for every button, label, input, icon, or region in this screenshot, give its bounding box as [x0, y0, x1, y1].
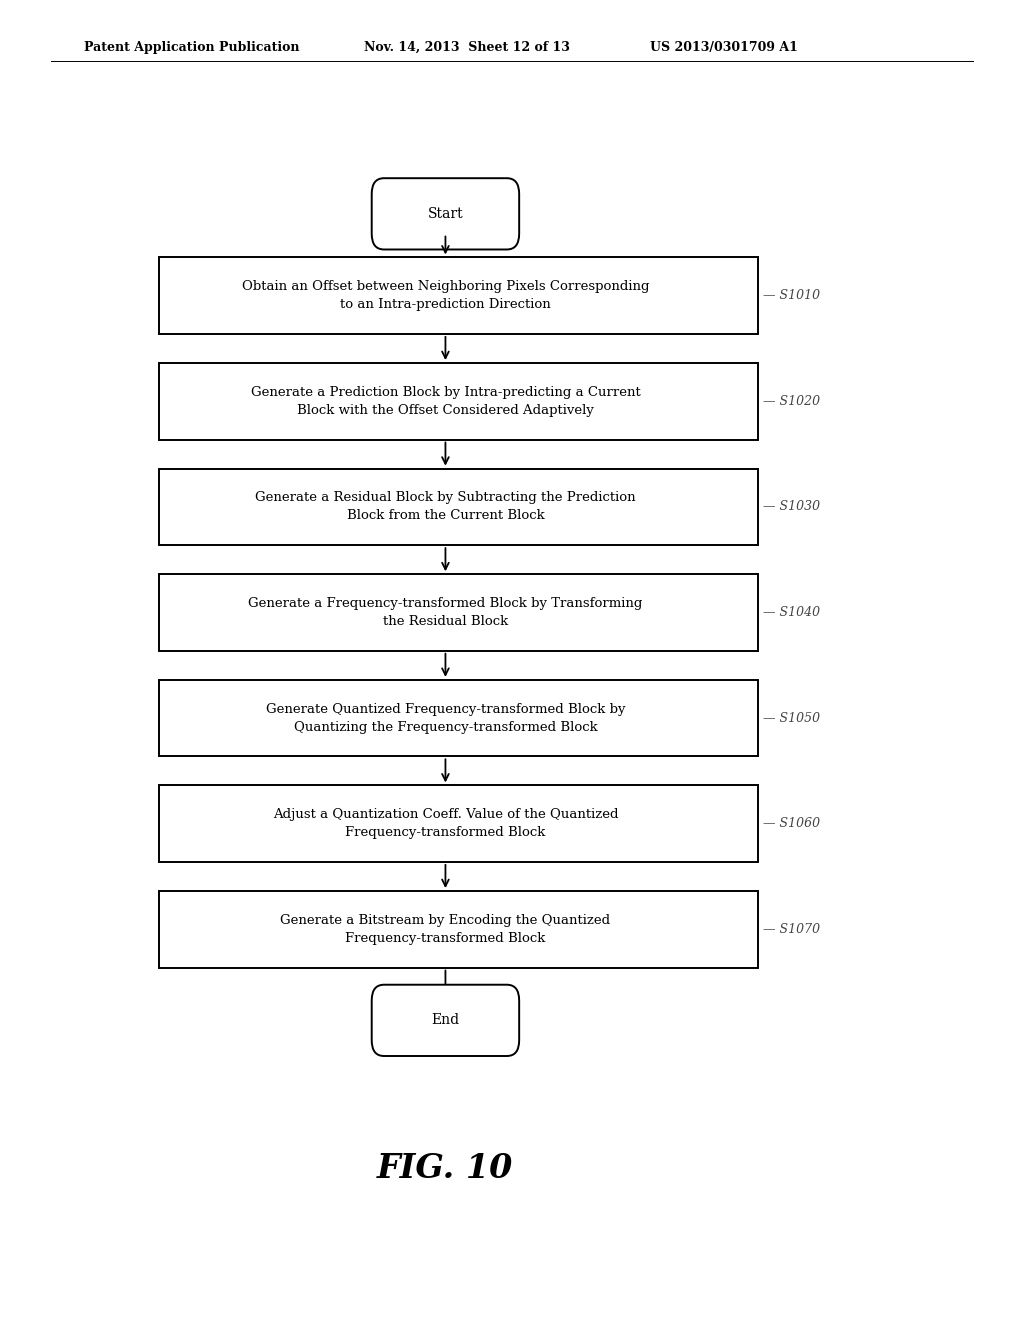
Text: FIG. 10: FIG. 10 — [377, 1151, 514, 1185]
Text: — S1010: — S1010 — [763, 289, 820, 302]
Text: Generate a Frequency-transformed Block by Transforming
the Residual Block: Generate a Frequency-transformed Block b… — [248, 597, 643, 628]
Text: — S1020: — S1020 — [763, 395, 820, 408]
Text: Adjust a Quantization Coeff. Value of the Quantized
Frequency-transformed Block: Adjust a Quantization Coeff. Value of th… — [272, 808, 618, 840]
FancyBboxPatch shape — [372, 178, 519, 249]
FancyBboxPatch shape — [159, 680, 758, 756]
Text: — S1070: — S1070 — [763, 923, 820, 936]
FancyBboxPatch shape — [159, 257, 758, 334]
Text: End: End — [431, 1014, 460, 1027]
Text: — S1030: — S1030 — [763, 500, 820, 513]
Text: Generate a Residual Block by Subtracting the Prediction
Block from the Current B: Generate a Residual Block by Subtracting… — [255, 491, 636, 523]
FancyBboxPatch shape — [159, 891, 758, 968]
FancyBboxPatch shape — [159, 785, 758, 862]
Text: Generate a Prediction Block by Intra-predicting a Current
Block with the Offset : Generate a Prediction Block by Intra-pre… — [251, 385, 640, 417]
Text: — S1060: — S1060 — [763, 817, 820, 830]
FancyBboxPatch shape — [372, 985, 519, 1056]
Text: Obtain an Offset between Neighboring Pixels Corresponding
to an Intra-prediction: Obtain an Offset between Neighboring Pix… — [242, 280, 649, 312]
FancyBboxPatch shape — [159, 363, 758, 440]
Text: Start: Start — [428, 207, 463, 220]
Text: — S1050: — S1050 — [763, 711, 820, 725]
FancyBboxPatch shape — [159, 574, 758, 651]
Text: Nov. 14, 2013  Sheet 12 of 13: Nov. 14, 2013 Sheet 12 of 13 — [364, 41, 569, 54]
Text: — S1040: — S1040 — [763, 606, 820, 619]
FancyBboxPatch shape — [159, 469, 758, 545]
Text: Generate a Bitstream by Encoding the Quantized
Frequency-transformed Block: Generate a Bitstream by Encoding the Qua… — [281, 913, 610, 945]
Text: Generate Quantized Frequency-transformed Block by
Quantizing the Frequency-trans: Generate Quantized Frequency-transformed… — [265, 702, 626, 734]
Text: Patent Application Publication: Patent Application Publication — [84, 41, 299, 54]
Text: US 2013/0301709 A1: US 2013/0301709 A1 — [650, 41, 798, 54]
